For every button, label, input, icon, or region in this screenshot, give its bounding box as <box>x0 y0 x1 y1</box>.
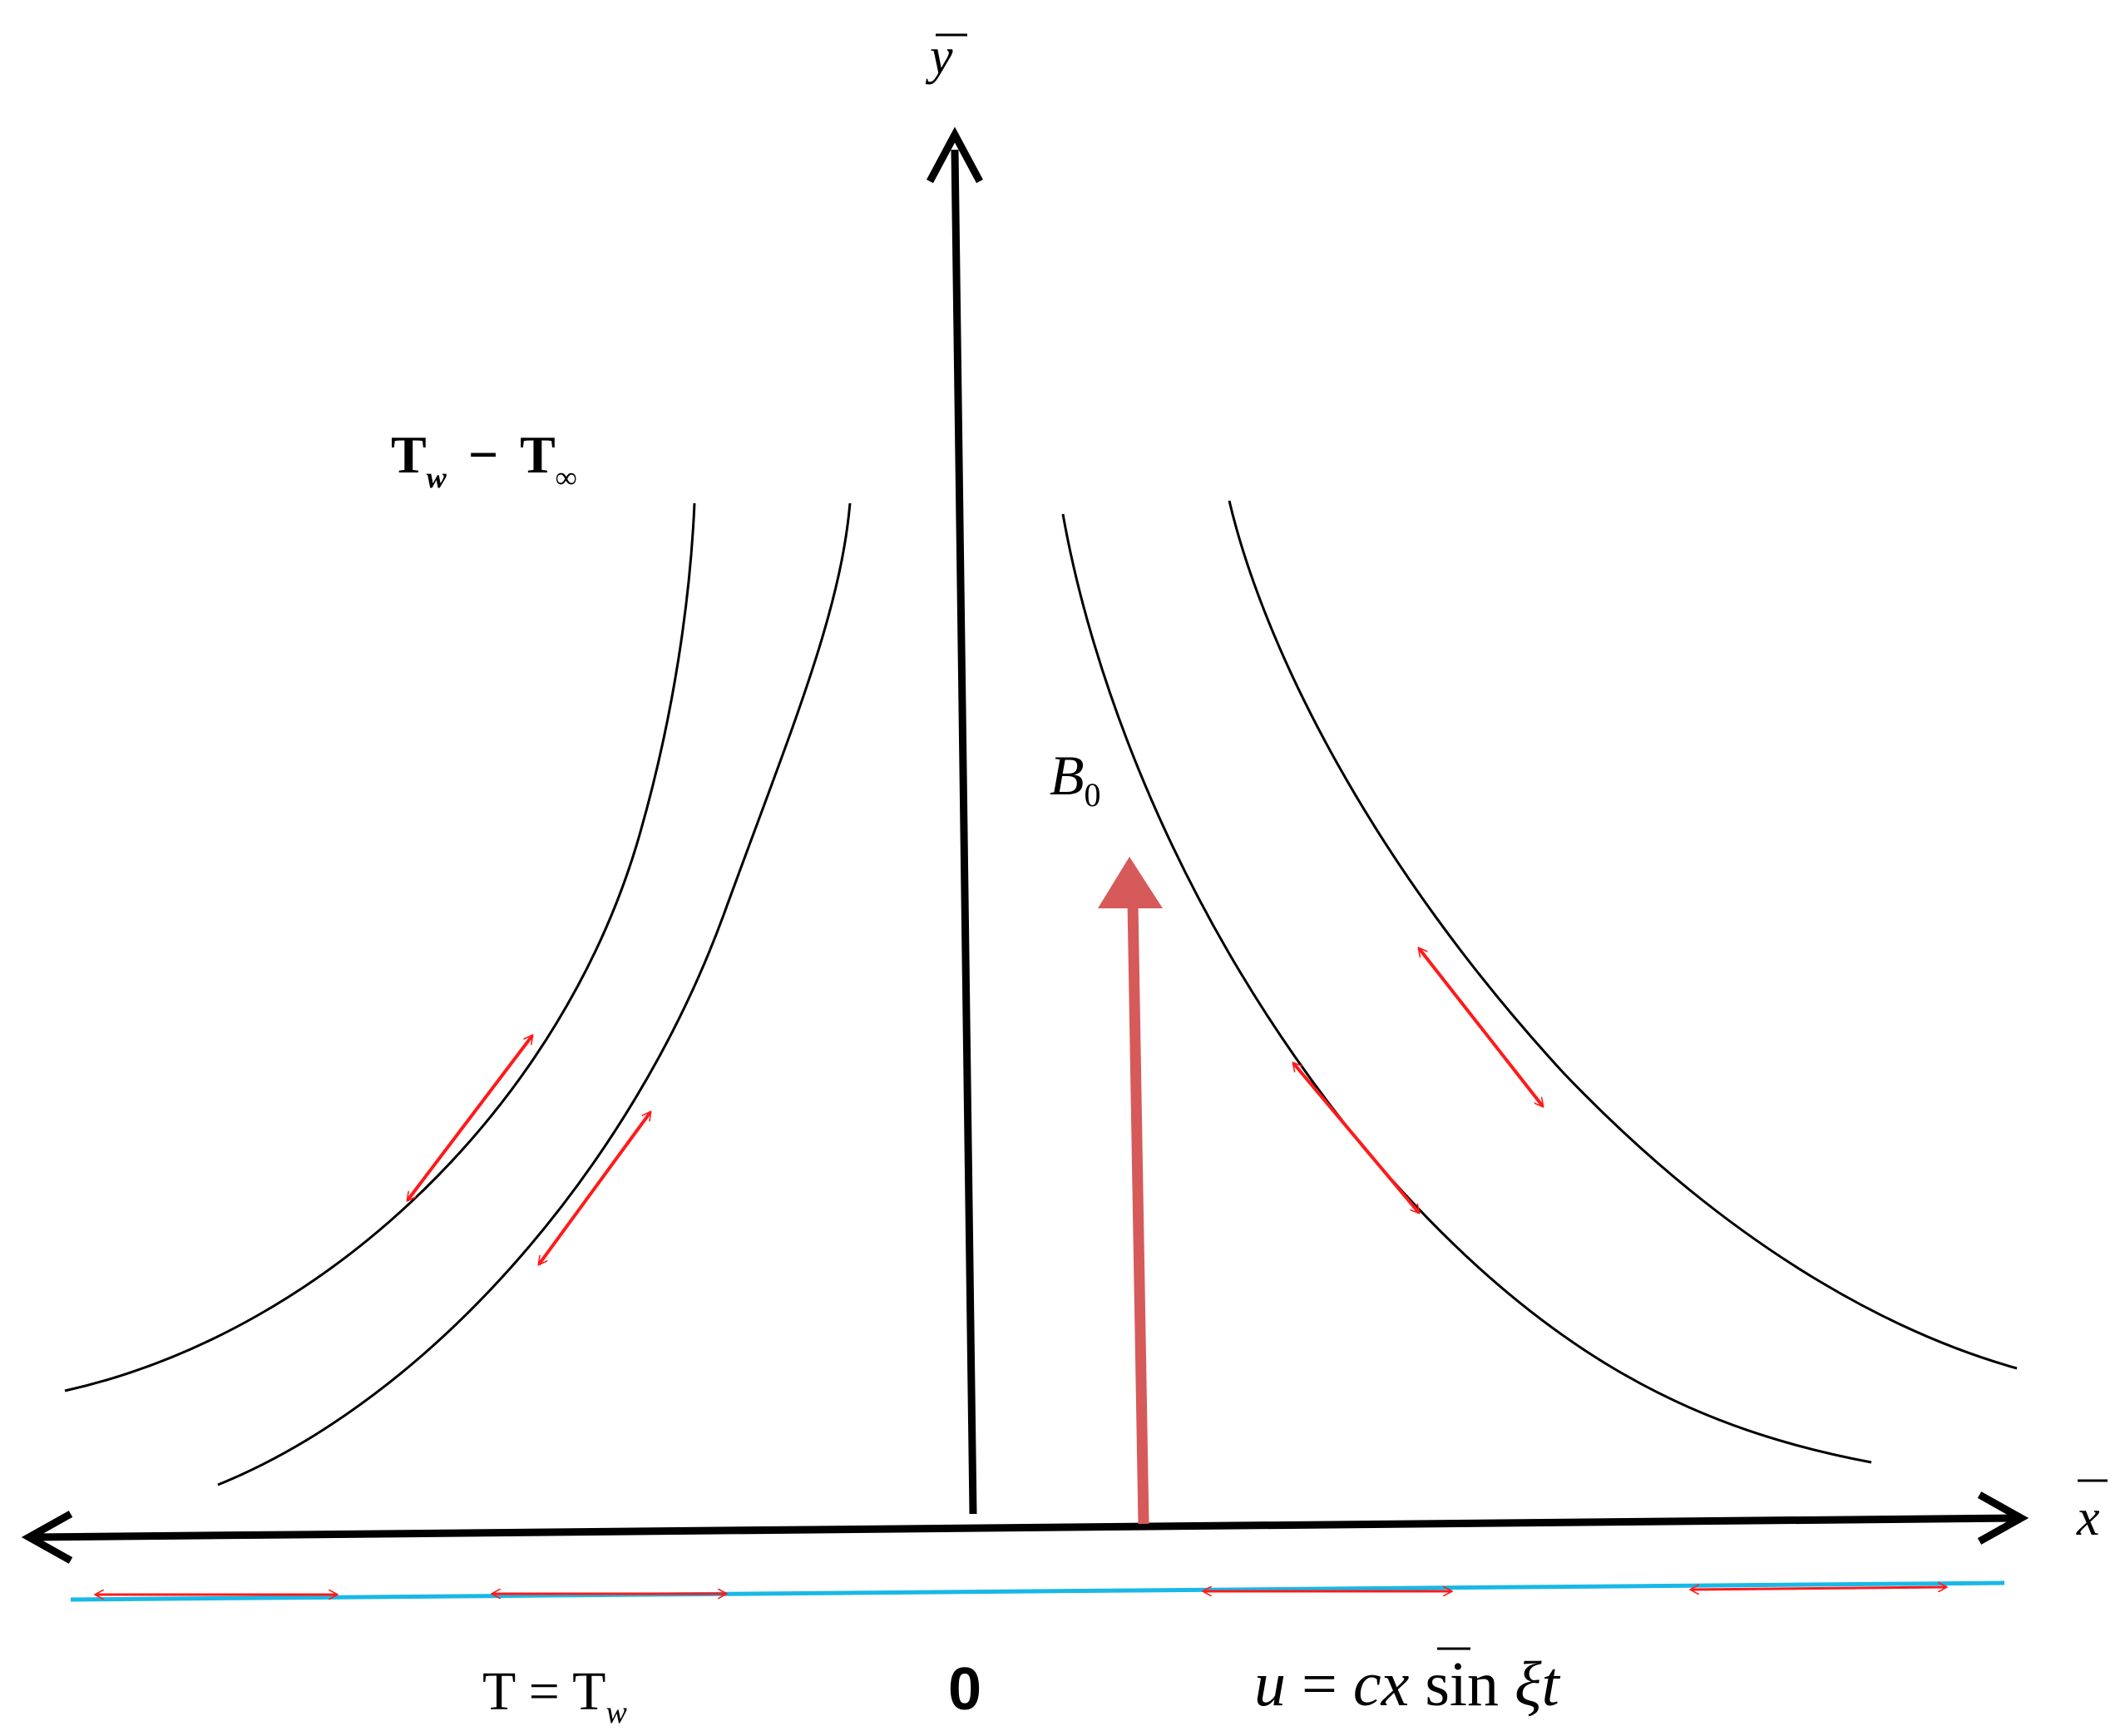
x-axis <box>21 1491 2029 1564</box>
stretching-sheet-line <box>70 1580 2005 1602</box>
stretch-arrow-right-outer <box>1419 948 1543 1106</box>
stretch-arrow-left-inner <box>537 1112 652 1264</box>
x-axis-label: x <box>2076 1479 2108 1546</box>
stretch-arrow-right-inner <box>1293 1063 1419 1213</box>
stretch-arrow-left-outer <box>408 1036 532 1200</box>
streamline-left-inner <box>217 502 852 1486</box>
svg-text:y: y <box>925 28 953 85</box>
y-axis <box>927 126 983 1515</box>
svg-text:x: x <box>2076 1490 2100 1546</box>
streamline-left-outer <box>64 502 696 1392</box>
origin-label: 0 <box>948 1656 981 1723</box>
sheet-arrow-4 <box>1691 1587 1946 1590</box>
y-axis-label: y <box>925 28 967 85</box>
temperature-difference-label: Tw − T∞ <box>391 425 577 494</box>
magnetic-field-arrow <box>1098 857 1163 1525</box>
wall-temperature-label: T = Tw <box>482 1661 627 1730</box>
streamline-right-inner <box>1061 513 1872 1464</box>
magnetic-field-label: B0 <box>1050 744 1101 814</box>
streamline-right-outer <box>1228 500 2018 1370</box>
svg-text:u = cx sin ξt: u = cx sin ξt <box>1254 1649 1561 1719</box>
velocity-condition-label: u = cx sin ξt <box>1254 1647 1561 1719</box>
